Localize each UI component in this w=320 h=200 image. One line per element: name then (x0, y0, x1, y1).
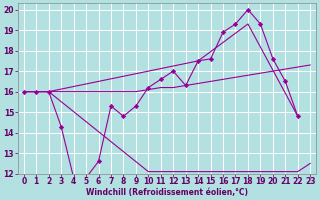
X-axis label: Windchill (Refroidissement éolien,°C): Windchill (Refroidissement éolien,°C) (86, 188, 248, 197)
